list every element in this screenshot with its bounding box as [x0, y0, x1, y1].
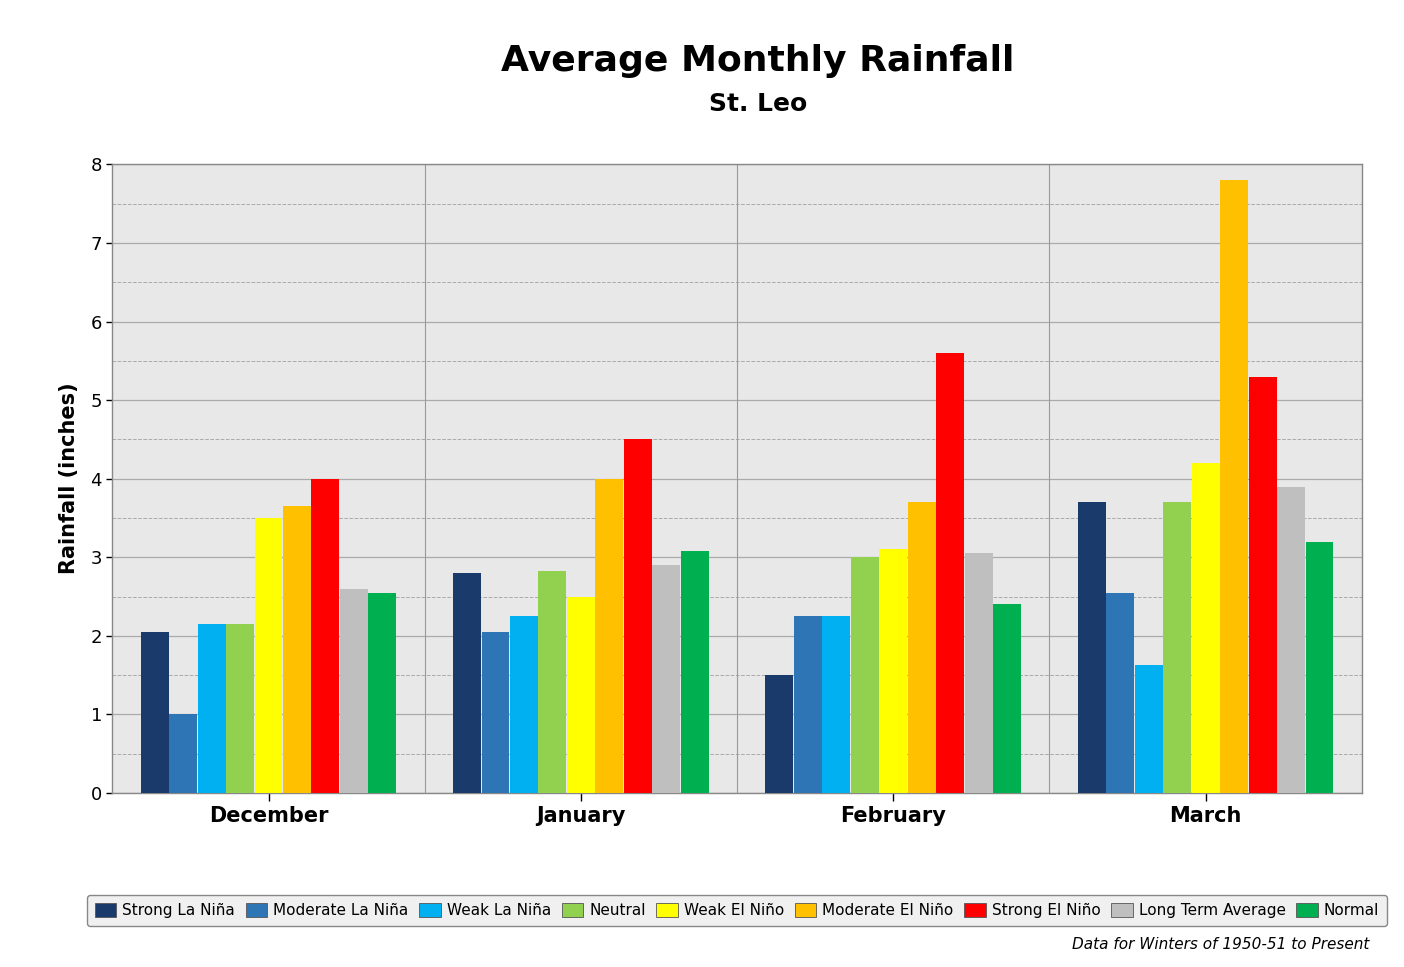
Bar: [226, 624, 254, 793]
Bar: [1164, 502, 1191, 793]
Bar: [1278, 486, 1306, 793]
Bar: [567, 597, 595, 793]
Bar: [340, 589, 368, 793]
Bar: [851, 557, 879, 793]
Bar: [653, 565, 681, 793]
Bar: [595, 479, 623, 793]
Bar: [254, 518, 282, 793]
Bar: [965, 553, 993, 793]
Bar: [140, 631, 168, 793]
Bar: [284, 506, 310, 793]
Text: Average Monthly Rainfall: Average Monthly Rainfall: [501, 44, 1015, 77]
Y-axis label: Rainfall (inches): Rainfall (inches): [59, 383, 79, 574]
Bar: [823, 616, 851, 793]
Bar: [453, 572, 482, 793]
Bar: [623, 439, 651, 793]
Bar: [765, 675, 793, 793]
Bar: [1306, 542, 1334, 793]
Bar: [1134, 665, 1163, 793]
Text: St. Leo: St. Leo: [709, 92, 807, 116]
Bar: [482, 631, 510, 793]
Bar: [312, 479, 340, 793]
Bar: [198, 624, 226, 793]
Bar: [1106, 593, 1134, 793]
Bar: [1248, 376, 1276, 793]
Bar: [681, 551, 709, 793]
Bar: [539, 571, 566, 793]
Bar: [908, 502, 935, 793]
Bar: [793, 616, 821, 793]
Bar: [1192, 463, 1220, 793]
Legend: Strong La Niña, Moderate La Niña, Weak La Niña, Neutral, Weak El Niño, Moderate : Strong La Niña, Moderate La Niña, Weak L…: [87, 894, 1387, 925]
Bar: [1220, 180, 1248, 793]
Bar: [879, 549, 907, 793]
Bar: [936, 353, 965, 793]
Bar: [168, 715, 197, 793]
Bar: [1078, 502, 1106, 793]
Bar: [510, 616, 538, 793]
Text: Data for Winters of 1950-51 to Present: Data for Winters of 1950-51 to Present: [1071, 937, 1369, 952]
Bar: [368, 593, 396, 793]
Bar: [993, 604, 1021, 793]
